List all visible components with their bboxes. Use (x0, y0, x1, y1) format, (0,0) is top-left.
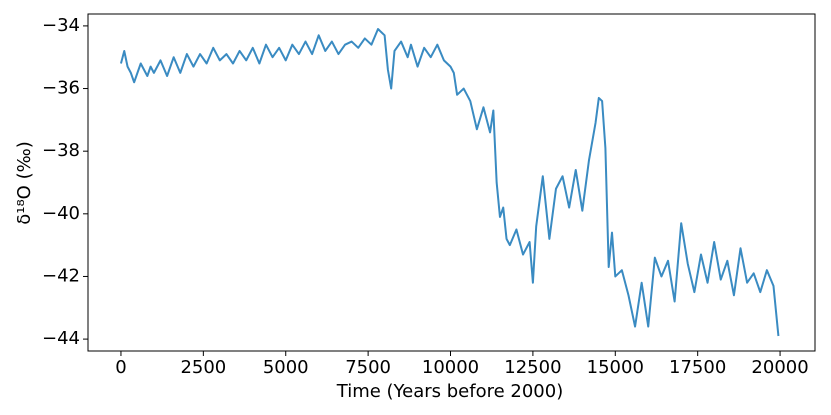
x-tick-label: 0 (115, 357, 126, 378)
y-tick-label: −36 (42, 78, 80, 99)
x-tick-label: 7500 (345, 357, 391, 378)
y-tick-label: −42 (42, 265, 80, 286)
y-tick-label: −38 (42, 140, 80, 161)
x-tick-label: 10000 (422, 357, 479, 378)
plot-frame (87, 13, 816, 352)
x-tick-label: 12500 (504, 357, 561, 378)
y-axis-label: δ¹⁸O (‰) (14, 141, 35, 225)
x-axis-label: Time (Years before 2000) (336, 381, 564, 402)
y-tick-label: −34 (42, 15, 80, 36)
data-line (119, 28, 780, 337)
x-tick-label: 20000 (751, 357, 808, 378)
x-tick-label: 5000 (263, 357, 309, 378)
y-tick-label: −40 (42, 203, 80, 224)
x-tick-label: 17500 (669, 357, 726, 378)
y-tick-label: −44 (42, 328, 80, 349)
x-tick-label: 2500 (180, 357, 226, 378)
x-tick-label: 15000 (587, 357, 644, 378)
